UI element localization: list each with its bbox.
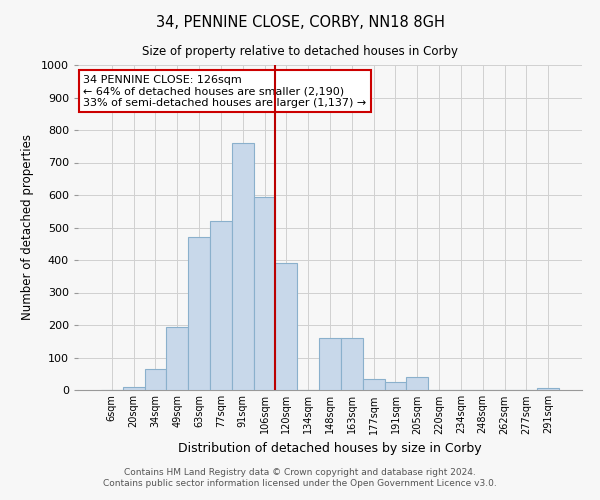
Bar xyxy=(254,196,275,390)
Bar xyxy=(537,388,559,390)
Bar xyxy=(210,221,232,390)
Y-axis label: Number of detached properties: Number of detached properties xyxy=(21,134,34,320)
X-axis label: Distribution of detached houses by size in Corby: Distribution of detached houses by size … xyxy=(178,442,482,455)
Text: 34, PENNINE CLOSE, CORBY, NN18 8GH: 34, PENNINE CLOSE, CORBY, NN18 8GH xyxy=(155,15,445,30)
Bar xyxy=(232,143,254,390)
Bar xyxy=(188,238,210,390)
Bar xyxy=(406,377,428,390)
Bar xyxy=(319,338,341,390)
Bar xyxy=(123,387,145,390)
Bar xyxy=(341,338,363,390)
Bar xyxy=(385,382,406,390)
Text: Contains HM Land Registry data © Crown copyright and database right 2024.
Contai: Contains HM Land Registry data © Crown c… xyxy=(103,468,497,487)
Text: 34 PENNINE CLOSE: 126sqm
← 64% of detached houses are smaller (2,190)
33% of sem: 34 PENNINE CLOSE: 126sqm ← 64% of detach… xyxy=(83,74,366,108)
Bar xyxy=(145,369,166,390)
Text: Size of property relative to detached houses in Corby: Size of property relative to detached ho… xyxy=(142,45,458,58)
Bar xyxy=(275,263,297,390)
Bar xyxy=(363,378,385,390)
Bar xyxy=(166,326,188,390)
